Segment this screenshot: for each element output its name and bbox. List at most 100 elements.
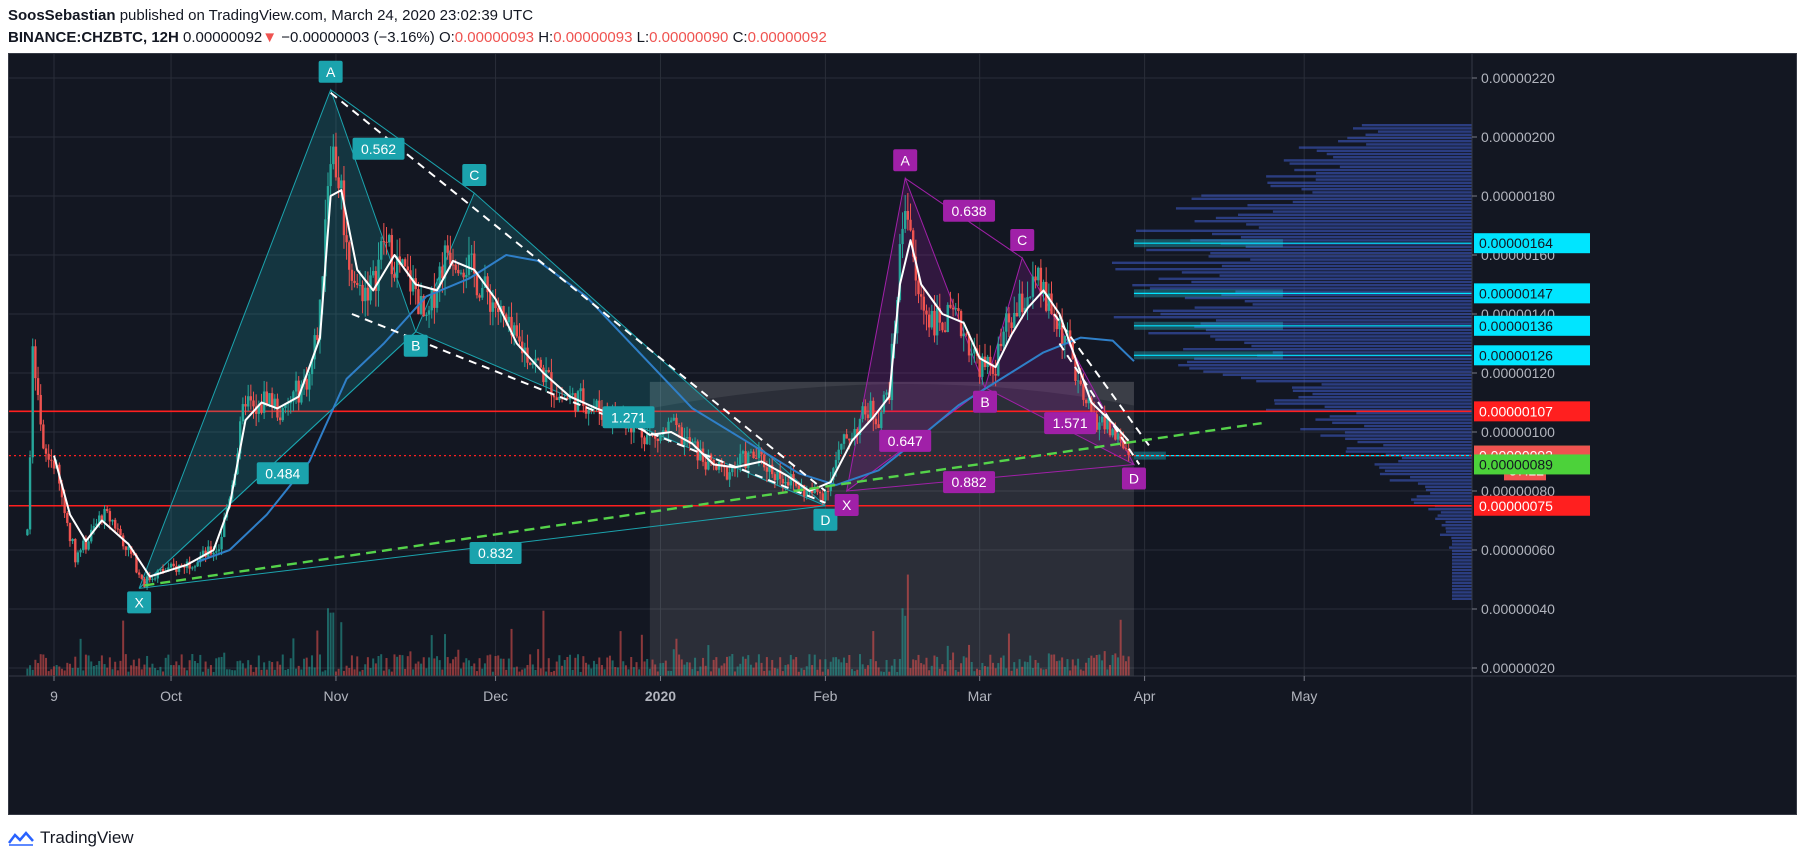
volume-profile-bar [1316,172,1472,175]
candle-body [220,536,223,550]
candle-body [1124,448,1128,450]
pattern-ratio-label: 0.647 [888,433,923,449]
volume-bar [319,654,321,676]
volume-bar [361,669,364,676]
candle-body [667,421,670,432]
volume-profile-bar [1321,383,1472,386]
candle-body [989,356,992,367]
volume-bar [529,654,532,676]
volume-bar [209,665,212,676]
volume-bar [398,654,401,676]
tradingview-brand[interactable]: TradingView [40,828,134,847]
candle-body [582,388,585,406]
volume-bar [603,669,606,676]
candle-body [39,394,42,425]
volume-bar [928,670,931,676]
candle-body [374,271,378,291]
candle-body [715,465,718,470]
price-tick-label: 0.00000040 [1481,601,1555,617]
candle-body [246,396,250,407]
volume-profile-bar [1115,268,1472,271]
volume-bar [1045,669,1048,676]
pattern-ratio-badge [602,406,655,429]
volume-bar [563,659,566,676]
volume-bar [827,669,830,676]
volume-bar [271,662,274,676]
candle-body [837,449,840,460]
volume-bar [725,656,728,676]
candle-body [172,563,175,567]
candle-body [818,491,822,494]
volume-bar [619,631,622,676]
candle-body [350,269,354,281]
symbol-label[interactable]: BINANCE:CHZBTC, 12H [8,29,179,46]
candle-body [409,270,412,292]
volume-profile-bar [1374,463,1472,466]
candle-body [1023,307,1027,312]
volume-bar [1026,662,1029,676]
chart-svg[interactable]: X A B C D 0.484 0.562 1.271 0.832 X A B C D 0.638 0.647… [9,54,1796,814]
candle-body [925,310,928,315]
candle-body [481,287,484,298]
volume-bar [675,638,678,676]
candle-body [334,146,338,178]
volume-bar [326,608,329,676]
pattern-point-label: B [411,338,420,354]
chart-panel[interactable]: X A B C D 0.484 0.562 1.271 0.832 X A B C D 0.638 0.647… [8,53,1797,815]
volume-bar [984,666,986,676]
volume-bar [960,663,963,676]
volume-bar [465,658,468,676]
candle-body [856,429,859,435]
volume-bar [164,657,167,676]
volume-bar [462,662,465,676]
volume-bar [66,662,69,676]
author-name[interactable]: SoosSebastian [8,7,116,24]
candle-body [249,396,253,401]
volume-bar [933,655,936,676]
volume-profile-bar [1191,197,1472,200]
candle-body [778,470,782,479]
volume-profile-bar [1245,245,1472,248]
pattern-ratio-badge [943,199,996,222]
volume-bar [223,652,226,676]
candle-body [832,468,835,480]
candle-body [475,273,479,296]
volume-profile-bar [1435,517,1472,520]
volume-bar [263,662,266,676]
volume-profile-bar [1449,546,1472,549]
volume-bar [976,668,979,676]
volume-bar [941,664,944,676]
candle-body [1076,380,1080,382]
volume-bar [624,665,627,676]
volume-bar [98,661,101,676]
candle-body [411,278,415,292]
candle-body [840,443,843,450]
candle-body [800,485,803,491]
volume-profile-bar [1347,136,1472,140]
volume-profile-bar [1289,162,1472,165]
candle-body [177,564,181,572]
volume-profile-bar [1258,226,1472,229]
volume-bar [1079,669,1082,676]
volume-bar [1090,655,1093,676]
volume-bar [632,667,635,676]
pattern-ratio-badge [469,541,522,564]
volume-bar [1063,666,1066,676]
volume-bar [95,664,98,676]
volume-bar [454,656,457,676]
volume-profile-bar [1441,524,1472,527]
candle-body [321,276,324,300]
time-tick-label: Nov [324,688,349,704]
time-tick-label: May [1291,688,1317,704]
volume-bar [42,654,45,676]
candle-body [310,359,314,375]
volume-bar [694,657,697,676]
volume-bar [1021,666,1024,676]
volume-profile-bar [1416,495,1472,498]
volume-bar [590,668,593,676]
dashed-channel-lower [351,313,826,504]
volume-profile-bar [1265,408,1472,412]
pattern-triangle-xab [138,88,417,589]
candle-body [151,578,154,580]
volume-bar [377,655,380,676]
